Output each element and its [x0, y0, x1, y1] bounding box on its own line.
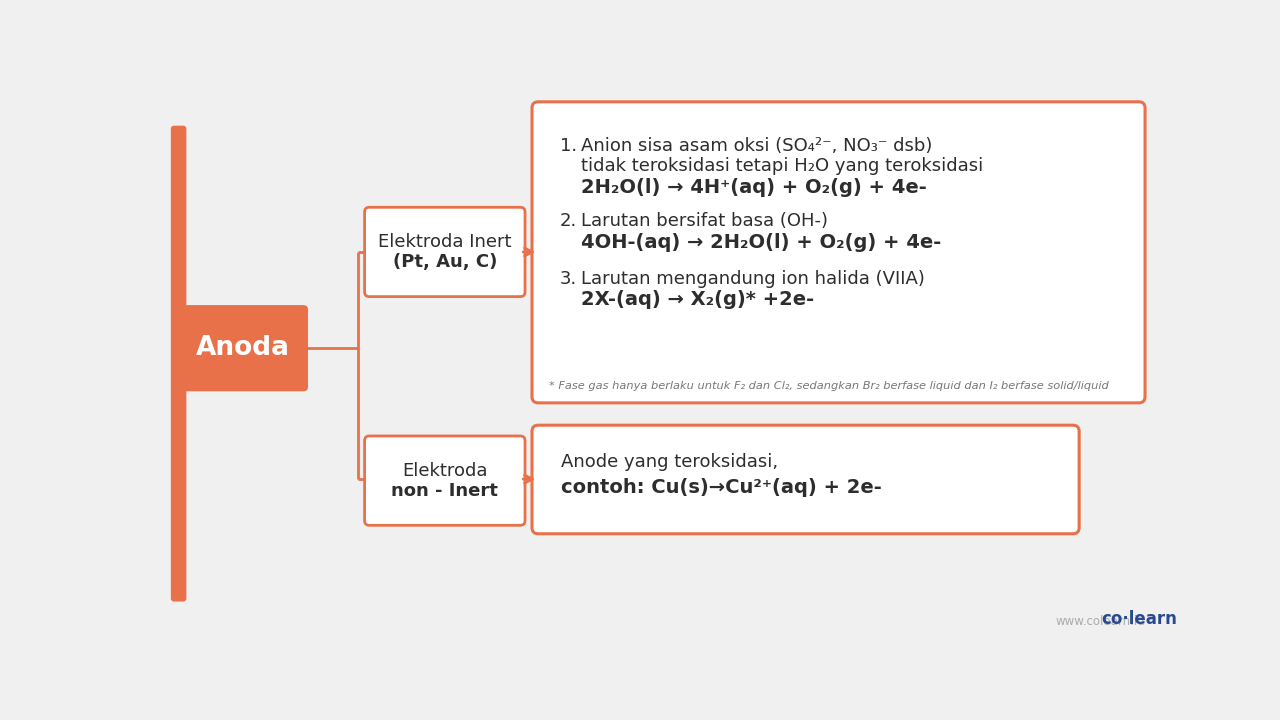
- FancyBboxPatch shape: [532, 102, 1146, 403]
- Text: 2X-(aq) → X₂(g)* +2e-: 2X-(aq) → X₂(g)* +2e-: [581, 290, 814, 310]
- Text: www.colearn.id: www.colearn.id: [1055, 616, 1144, 629]
- Text: 2H₂O(l) → 4H⁺(aq) + O₂(g) + 4e-: 2H₂O(l) → 4H⁺(aq) + O₂(g) + 4e-: [581, 178, 927, 197]
- Text: * Fase gas hanya berlaku untuk F₂ dan Cl₂, sedangkan Br₂ berfase liquid dan I₂ b: * Fase gas hanya berlaku untuk F₂ dan Cl…: [549, 382, 1108, 391]
- FancyBboxPatch shape: [365, 207, 525, 297]
- Text: Elektroda: Elektroda: [402, 462, 488, 480]
- Text: 2.: 2.: [559, 212, 577, 230]
- Text: 4OH-(aq) → 2H₂O(l) + O₂(g) + 4e-: 4OH-(aq) → 2H₂O(l) + O₂(g) + 4e-: [581, 233, 941, 252]
- FancyBboxPatch shape: [170, 126, 187, 601]
- FancyBboxPatch shape: [179, 305, 308, 391]
- Text: Anoda: Anoda: [196, 336, 291, 361]
- FancyBboxPatch shape: [365, 436, 525, 526]
- Text: Elektroda Inert: Elektroda Inert: [378, 233, 512, 251]
- Text: 1.: 1.: [559, 138, 577, 156]
- FancyBboxPatch shape: [532, 426, 1079, 534]
- Text: 3.: 3.: [559, 270, 577, 288]
- Text: Anion sisa asam oksi (SO₄²⁻, NO₃⁻ dsb): Anion sisa asam oksi (SO₄²⁻, NO₃⁻ dsb): [581, 138, 932, 156]
- Text: Larutan bersifat basa (OH-): Larutan bersifat basa (OH-): [581, 212, 828, 230]
- Text: contoh: Cu(s)→Cu²⁺(aq) + 2e-: contoh: Cu(s)→Cu²⁺(aq) + 2e-: [562, 477, 882, 497]
- Text: non - Inert: non - Inert: [392, 482, 498, 500]
- Text: Anode yang teroksidasi,: Anode yang teroksidasi,: [562, 453, 778, 471]
- Text: tidak teroksidasi tetapi H₂O yang teroksidasi: tidak teroksidasi tetapi H₂O yang teroks…: [581, 157, 983, 175]
- Text: co·learn: co·learn: [1102, 611, 1178, 629]
- Text: (Pt, Au, C): (Pt, Au, C): [393, 253, 497, 271]
- Text: Larutan mengandung ion halida (VIIA): Larutan mengandung ion halida (VIIA): [581, 270, 924, 288]
